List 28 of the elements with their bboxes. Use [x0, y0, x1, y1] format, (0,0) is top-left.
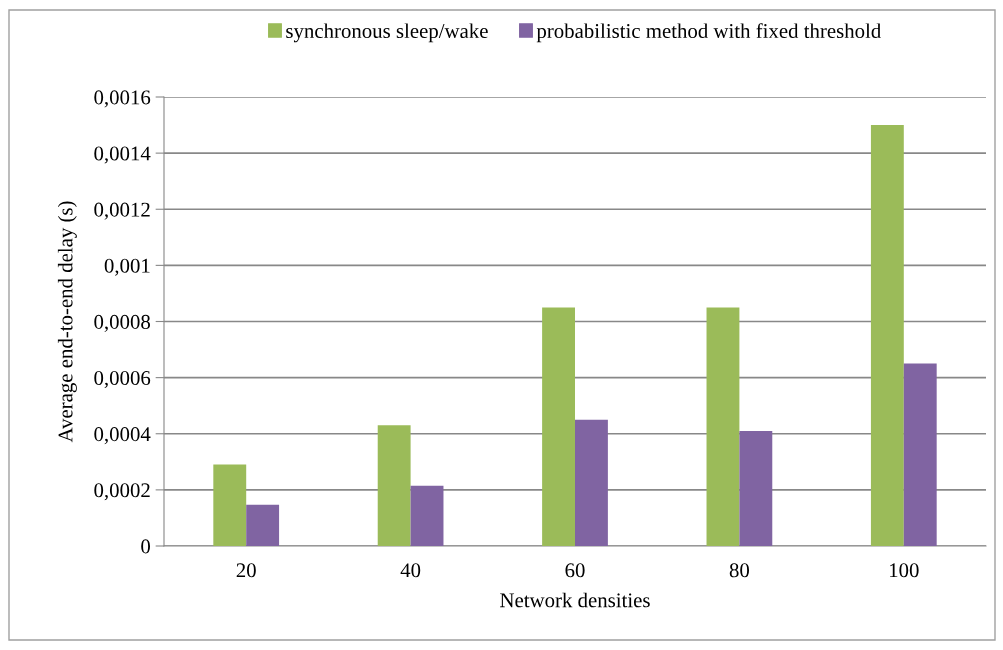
bar: [739, 430, 773, 546]
bar: [410, 485, 444, 546]
y-axis-title: Average end-to-end delay (s): [57, 201, 77, 443]
x-tick-label: 40: [400, 563, 421, 578]
bar: [903, 363, 937, 546]
x-tick-label: 100: [890, 563, 919, 578]
bar: [377, 425, 411, 546]
y-tick-label: 0,0002: [94, 483, 150, 501]
y-tick-label: 0,0014: [94, 146, 151, 164]
bar: [706, 307, 740, 546]
bar: [542, 307, 575, 546]
bar: [575, 419, 608, 546]
y-tick-label: 0,001: [104, 258, 150, 276]
y-tick-label: 0,0006: [94, 371, 151, 389]
y-tick-label: 0,0004: [94, 427, 151, 445]
y-tick-label: 0: [141, 539, 151, 554]
bar: [213, 464, 247, 546]
y-tick-label: 0,0012: [94, 202, 150, 220]
legend-label: synchronous sleep/wake: [286, 23, 488, 43]
y-tick-label: 0,0016: [94, 90, 151, 108]
x-tick-label: 80: [729, 563, 750, 578]
x-tick-label: 60: [565, 563, 585, 578]
x-axis-title: Network densities: [500, 592, 650, 608]
x-tick-label: 20: [236, 563, 256, 578]
bar: [246, 504, 280, 546]
bar: [870, 125, 904, 546]
legend-label: probabilistic method with fixed threshold: [536, 23, 881, 43]
y-tick-label: 0,0008: [94, 314, 151, 332]
